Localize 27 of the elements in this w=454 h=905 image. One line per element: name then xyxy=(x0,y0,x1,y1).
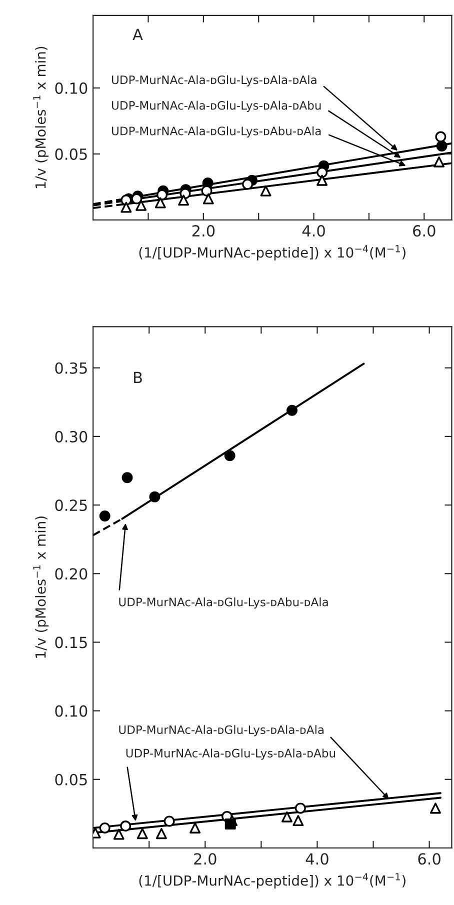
annotation: UDP-MurNAc-Ala-ᴅGlu-Lys-ᴅAbu-ᴅAla xyxy=(112,126,321,138)
x-tick-label: 4.0 xyxy=(306,853,328,865)
annotation: UDP-MurNAc-Ala-ᴅGlu-Lys-ᴅAbu-ᴅAla xyxy=(119,597,328,609)
x-tick-label: 4.0 xyxy=(302,225,325,237)
x-tick-label: 2.0 xyxy=(192,225,215,237)
y-axis-title: 1/v (pMoles$^{−1}$ x min) xyxy=(33,516,49,658)
y-tick-label: 0.30 xyxy=(55,430,88,442)
y-tick-label: 0.05 xyxy=(55,774,87,786)
annotation: UDP-MurNAc-Ala-ᴅGlu-Lys-ᴅAla-ᴅAbu xyxy=(112,100,321,112)
annotation: UDP-MurNAc-Ala-ᴅGlu-Lys-ᴅAla-ᴅAbu xyxy=(126,748,336,760)
y-tick-label: 0.25 xyxy=(55,500,87,512)
y-tick-label: 0.05 xyxy=(55,148,87,160)
y-tick-label: 0.35 xyxy=(55,362,87,374)
x-tick-label: 6.0 xyxy=(413,225,436,237)
text: A xyxy=(132,28,143,40)
y-tick-label: 0.15 xyxy=(55,636,87,648)
text: B xyxy=(134,372,142,384)
x-axis-title: (1/[UDP-MurNAc-peptide]) x 10$^{−4}$(M$^{−1}$) xyxy=(139,245,406,260)
x-tick-label: 6.0 xyxy=(418,853,440,865)
x-axis-title: (1/[UDP-MurNAc-peptide]) x 10$^{−4}$(M$^{−1}$) xyxy=(139,873,406,888)
y-axis-title: 1/v (pMoles$^{−1}$ x min) xyxy=(33,46,49,188)
annotation: UDP-MurNAc-Ala-ᴅGlu-Lys-ᴅAla-ᴅAla xyxy=(119,725,324,736)
y-tick-label: 0.20 xyxy=(55,568,88,580)
annotation: UDP-MurNAc-Ala-ᴅGlu-Lys-ᴅAla-ᴅAla xyxy=(112,75,316,86)
y-tick-label: 0.10 xyxy=(55,705,88,717)
y-tick-label: 0.10 xyxy=(55,82,88,94)
x-tick-label: 2.0 xyxy=(194,853,216,865)
